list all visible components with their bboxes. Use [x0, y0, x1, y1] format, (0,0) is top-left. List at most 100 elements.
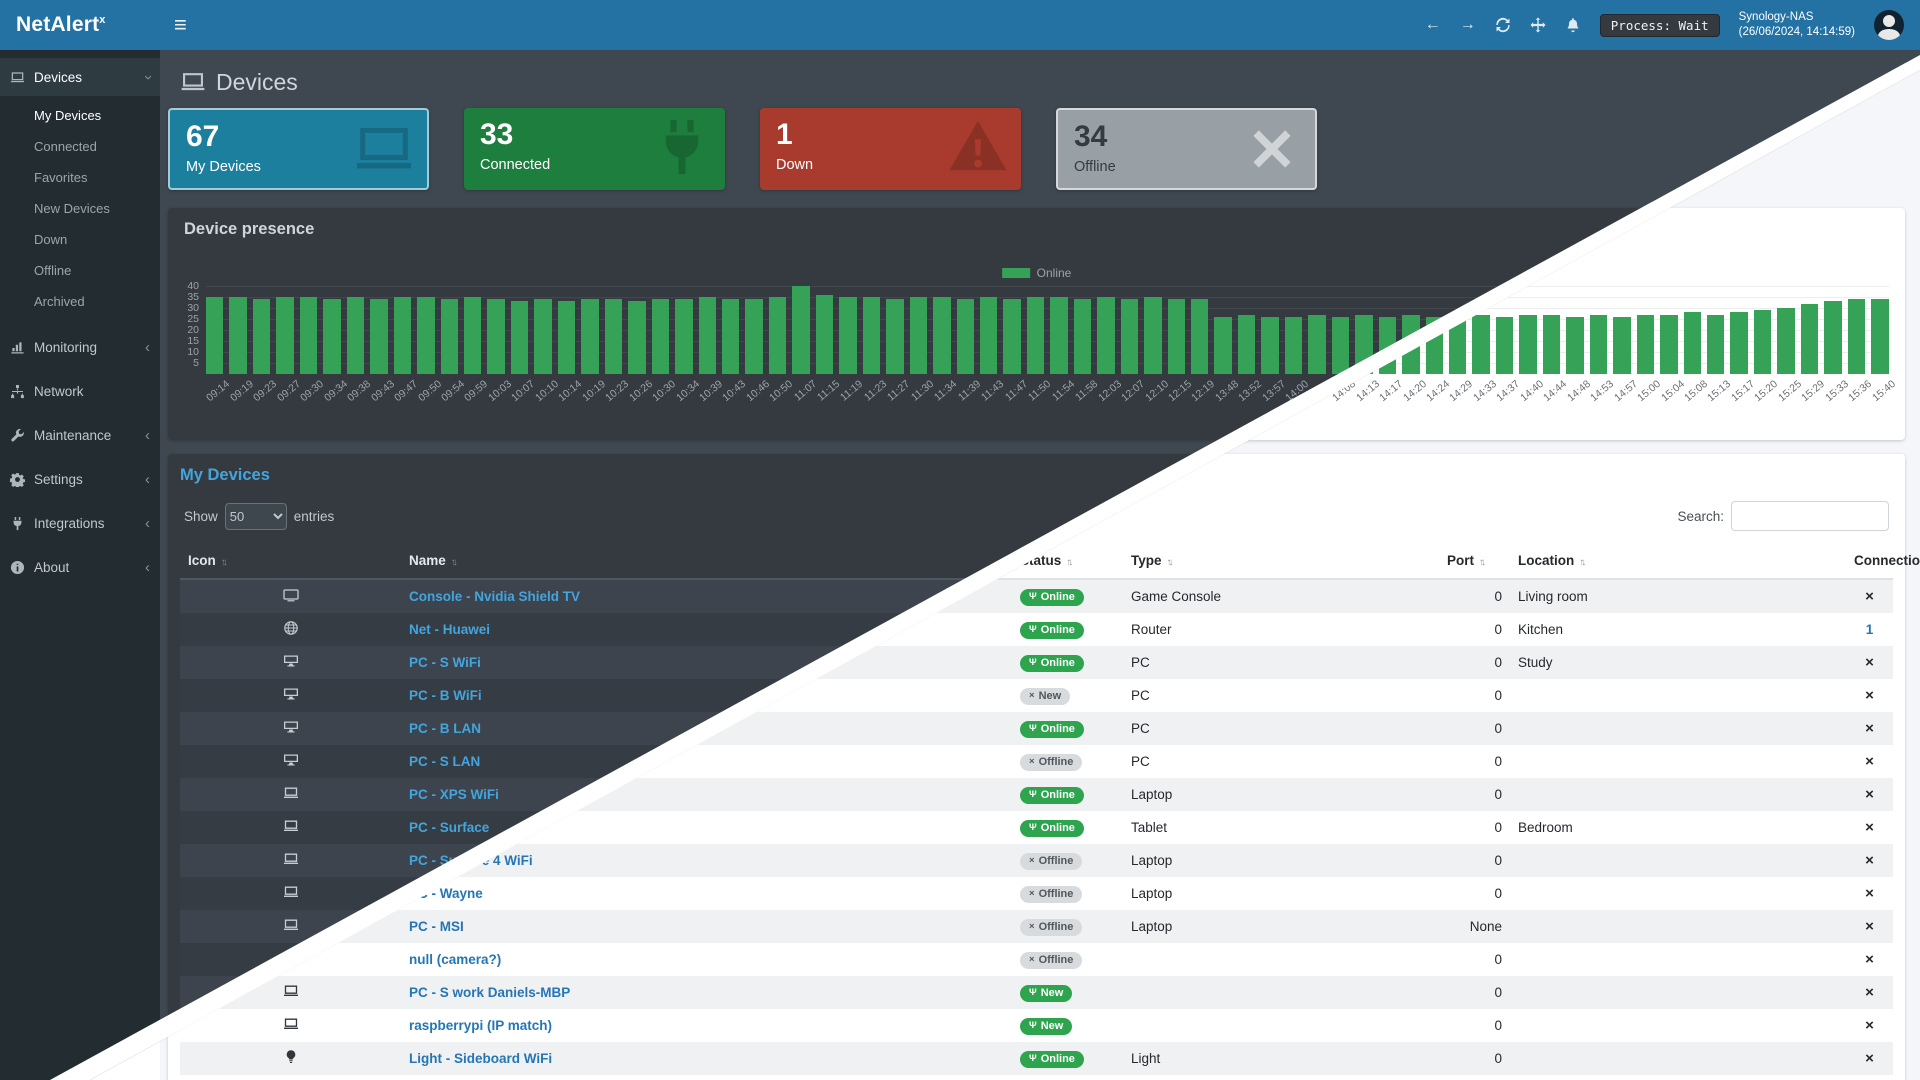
connected-card[interactable]: 33 Connected: [464, 108, 725, 190]
column-header-connections[interactable]: Connections↑↓: [1846, 543, 1920, 580]
chart-bar: [417, 297, 435, 374]
device-name-link[interactable]: PC - B LAN: [409, 721, 481, 736]
x-tick-label: 15:29: [1799, 378, 1828, 405]
refresh-icon[interactable]: [1495, 17, 1511, 33]
sort-icon: ↑↓: [220, 557, 228, 568]
device-port: 0: [1494, 952, 1502, 967]
chart-bar-cell: 09:47: [392, 286, 420, 404]
down-card[interactable]: 1 Down: [760, 108, 1021, 190]
sidebar-item-label: Devices: [34, 69, 83, 85]
sidebar-item-new-devices[interactable]: New Devices: [34, 201, 110, 216]
column-header-icon[interactable]: Icon ↑↓: [180, 543, 401, 580]
x-tick-label: 15:20: [1752, 378, 1781, 405]
device-name-link[interactable]: PC - XPS WiFi: [409, 787, 499, 802]
bell-icon[interactable]: [1565, 17, 1581, 33]
device-name-link[interactable]: null (camera?): [409, 952, 502, 967]
user-avatar-icon[interactable]: [1874, 10, 1904, 40]
sidebar-item-monitoring[interactable]: Monitoring ‹: [0, 325, 160, 369]
sidebar-item-network[interactable]: Network: [0, 369, 160, 413]
devices-submenu: My Devices Connected Favorites New Devic…: [0, 100, 160, 317]
move-icon[interactable]: [1530, 17, 1546, 33]
sidebar-item-archived[interactable]: Archived: [34, 294, 85, 309]
device-name-link[interactable]: PC - S work Daniels-MBP: [409, 985, 571, 1000]
status-label: New: [1040, 1019, 1064, 1032]
chart-bar: [1331, 316, 1350, 374]
sidebar-item-devices[interactable]: Devices ‹: [0, 58, 160, 96]
x-tick-label: 15:25: [1775, 378, 1804, 405]
sidebar-item-settings[interactable]: Settings ‹: [0, 457, 160, 501]
column-header-location[interactable]: Location ↑↓: [1510, 543, 1846, 580]
page-size-select[interactable]: 50: [224, 502, 287, 530]
app-logo[interactable]: NetAlertx: [0, 13, 162, 37]
device-name-link[interactable]: Light - Sideboard WiFi: [409, 1051, 553, 1066]
offline-card[interactable]: 34 Offline: [1056, 108, 1317, 190]
chart-bar: [1613, 316, 1631, 374]
column-header-port[interactable]: Port ↑↓: [1439, 543, 1510, 580]
sidebar-item-integrations[interactable]: Integrations ‹: [0, 501, 160, 545]
chart-bar: [1519, 314, 1537, 374]
column-header-name[interactable]: Name ↑↓: [401, 543, 1012, 580]
sidebar-item-maintenance[interactable]: Maintenance ‹: [0, 413, 160, 457]
chart-bar: [1167, 299, 1186, 374]
table-cell: [180, 712, 401, 745]
sidebar-item-offline[interactable]: Offline: [34, 263, 72, 278]
chart-bar: [1683, 312, 1701, 374]
table-cell: ×: [1846, 1009, 1893, 1042]
device-name-link[interactable]: PC - S WiFi: [409, 655, 481, 670]
chart-bar: [1800, 303, 1819, 374]
chart-bar: [557, 301, 576, 374]
x-icon: ×: [1865, 588, 1874, 605]
column-header-type[interactable]: Type ↑↓: [1123, 543, 1439, 580]
host-info: Synology-NAS (26/06/2024, 14:14:59): [1739, 10, 1855, 40]
x-icon: ×: [1865, 1050, 1874, 1067]
search-input[interactable]: [1731, 501, 1889, 531]
device-name-link[interactable]: raspberrypi (IP match): [409, 1018, 553, 1033]
chart-bar-cell: 09:54: [439, 286, 467, 404]
chart-bar: [346, 297, 365, 374]
device-name-link[interactable]: PC - B WiFi: [409, 688, 482, 703]
sidebar-item-down[interactable]: Down: [34, 232, 68, 247]
chart-bar-cell: 10:50: [767, 286, 795, 404]
chart-bar: [1566, 316, 1584, 374]
back-icon[interactable]: ←: [1424, 16, 1441, 33]
sidebar-item-about[interactable]: About ‹: [0, 545, 160, 589]
device-type: [1123, 976, 1439, 1009]
chart-bar: [792, 286, 810, 374]
menu-icon[interactable]: ≡: [174, 12, 187, 37]
chart-bar: [1824, 301, 1842, 374]
chart-legend[interactable]: Online: [1001, 266, 1071, 280]
status-label: Offline: [1038, 953, 1074, 966]
table-cell: [180, 1009, 401, 1042]
x-tick-label: 14:29: [1447, 378, 1476, 405]
wrench-icon: [10, 428, 25, 443]
connections-link[interactable]: 1: [1865, 622, 1874, 637]
forward-icon[interactable]: →: [1459, 16, 1476, 33]
device-name-link[interactable]: PC - Surface: [409, 820, 490, 835]
my-devices-card[interactable]: 67 My Devices: [168, 108, 429, 190]
device-name-link[interactable]: PC - MSI: [409, 919, 464, 934]
chart-bar-cell: 15:00: [1635, 286, 1663, 404]
device-port: 0: [1494, 688, 1502, 703]
chart-bar: [370, 299, 388, 374]
sidebar-item-connected[interactable]: Connected: [34, 139, 97, 154]
device-name-link[interactable]: Net - Huawei: [409, 622, 491, 637]
status-label: Online: [1040, 656, 1075, 669]
device-name-link[interactable]: Console - Nvidia Shield TV: [409, 589, 581, 604]
device-port: 0: [1494, 1051, 1502, 1066]
table-cell: [180, 1075, 401, 1080]
sidebar-item-my-devices[interactable]: My Devices: [34, 108, 102, 123]
laptop-icon: [283, 983, 299, 999]
table-cell: Light - Sideboard WiFi: [401, 1042, 1012, 1075]
device-name-link[interactable]: PC - S LAN: [409, 754, 481, 769]
sidebar-item-favorites[interactable]: Favorites: [34, 170, 88, 185]
table-cell: ×Offline: [1012, 877, 1123, 910]
info-icon: [10, 560, 25, 575]
bulb-icon: [283, 1049, 299, 1065]
device-type: [1123, 1009, 1439, 1042]
